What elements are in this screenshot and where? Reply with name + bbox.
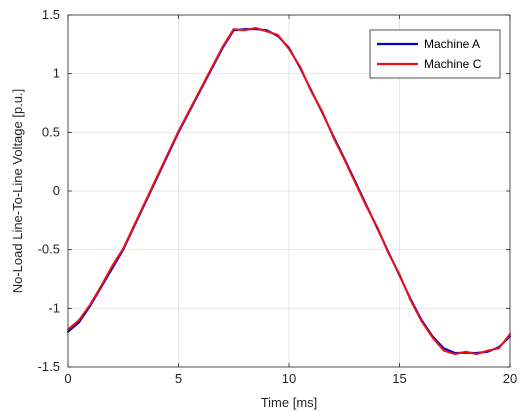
y-tick-label: 1.5 — [42, 7, 60, 22]
tick-labels: 0 5 10 15 20 -1.5 -1 -0.5 0 0.5 1 1.5 — [38, 7, 518, 386]
series-layer — [67, 26, 511, 356]
y-tick-label: 0 — [53, 183, 60, 198]
x-tick-label: 0 — [64, 371, 71, 386]
y-tick-label: -1 — [48, 300, 60, 315]
x-tick-label: 20 — [503, 371, 517, 386]
x-tick-label: 5 — [175, 371, 182, 386]
legend-box — [369, 29, 501, 79]
y-tick-label: -0.5 — [38, 242, 60, 257]
ticks — [67, 14, 511, 368]
x-axis-label: Time [ms] — [261, 395, 318, 410]
x-tick-label: 15 — [392, 371, 406, 386]
y-axis-label: No-Load Line-To-Line Voltage [p.u.] — [10, 89, 25, 294]
y-tick-label: 1 — [53, 66, 60, 81]
y-tick-label: 0.5 — [42, 124, 60, 139]
legend-label-machine-a: Machine A — [424, 37, 480, 51]
x-tick-label: 10 — [282, 371, 296, 386]
legend: Machine A Machine C — [369, 29, 501, 79]
legend-label-machine-c: Machine C — [424, 57, 482, 71]
y-tick-label: -1.5 — [38, 359, 60, 374]
series-line-machine-c — [67, 26, 511, 356]
